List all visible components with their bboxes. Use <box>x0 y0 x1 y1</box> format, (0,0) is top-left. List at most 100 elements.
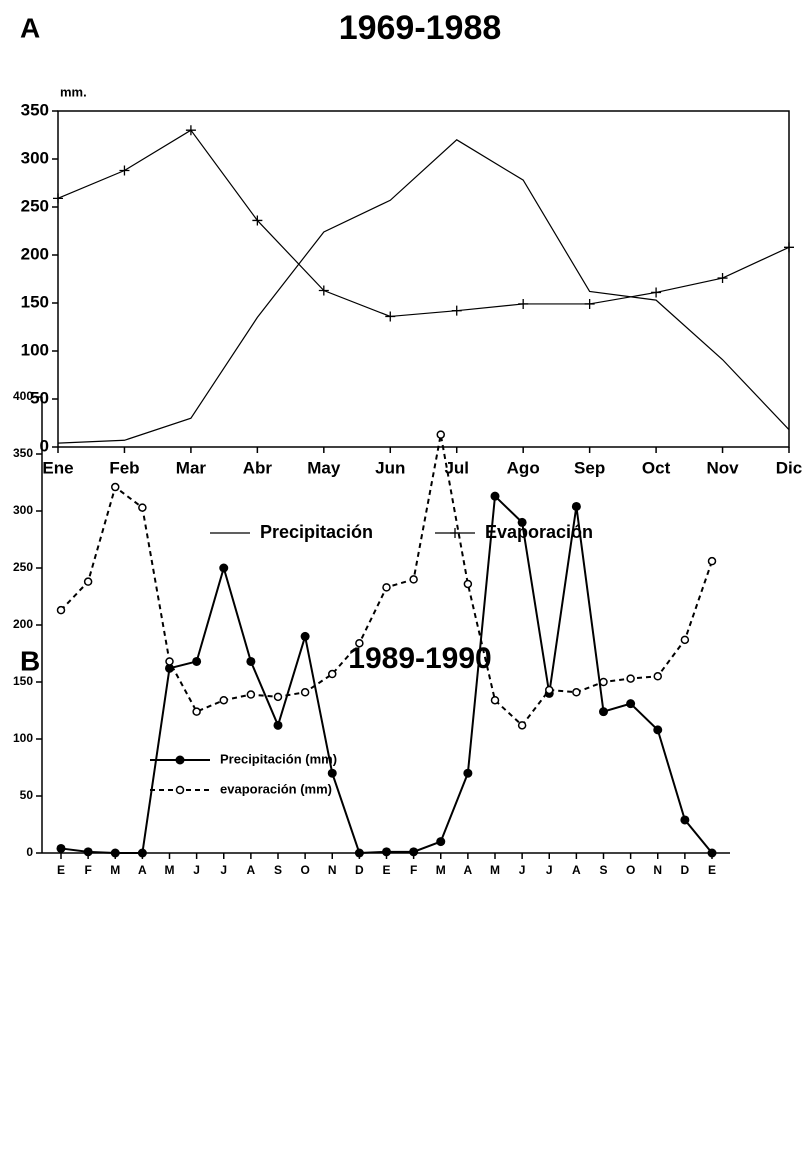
y-tick-label: 50 <box>20 788 34 802</box>
marker <box>517 517 527 527</box>
marker <box>707 556 717 566</box>
x-tick-label: M <box>165 863 175 877</box>
x-tick-label: Jul <box>444 458 469 477</box>
marker <box>56 605 66 615</box>
marker <box>626 699 636 709</box>
legend-label: Precipitación <box>260 522 373 542</box>
x-tick-label: Oct <box>642 458 671 477</box>
x-tick-label: Mar <box>176 458 207 477</box>
y-tick-label: 250 <box>13 560 33 574</box>
y-tick-label: 300 <box>21 148 49 167</box>
x-tick-label: F <box>84 863 91 877</box>
marker <box>175 755 185 765</box>
y-tick-label: 100 <box>13 731 33 745</box>
marker <box>599 677 608 687</box>
marker <box>653 725 663 735</box>
marker <box>111 482 120 492</box>
series-line <box>60 434 713 727</box>
marker <box>137 848 147 858</box>
x-tick-label: Sep <box>574 458 605 477</box>
x-tick-label: M <box>110 863 120 877</box>
marker <box>110 848 120 858</box>
marker <box>273 692 283 702</box>
marker <box>252 215 263 226</box>
y-tick-label: 0 <box>40 436 49 455</box>
x-tick-label: O <box>626 863 635 877</box>
legend-label: evaporación (mm) <box>220 781 332 796</box>
y-tick-label: 200 <box>21 244 49 263</box>
panel-letter: B <box>20 645 40 676</box>
x-tick-label: E <box>382 863 390 877</box>
x-tick-label: F <box>410 863 417 877</box>
marker <box>165 657 174 666</box>
y-axis-label: mm. <box>60 84 87 99</box>
x-tick-label: M <box>436 863 446 877</box>
marker <box>571 501 581 511</box>
x-tick-label: Abr <box>243 458 273 477</box>
x-tick-label: Nov <box>706 458 739 477</box>
marker <box>545 685 554 695</box>
marker <box>490 695 500 705</box>
marker <box>355 638 364 648</box>
x-tick-label: D <box>681 863 690 877</box>
x-tick-label: Dic <box>776 458 802 477</box>
x-tick-label: J <box>220 863 227 877</box>
marker <box>175 785 185 795</box>
x-tick-label: Ago <box>507 458 540 477</box>
x-tick-label: O <box>300 863 309 877</box>
x-tick-label: A <box>572 863 581 877</box>
marker <box>327 768 337 778</box>
x-tick-label: J <box>193 863 200 877</box>
marker <box>318 285 329 296</box>
marker <box>300 688 310 697</box>
marker <box>626 674 635 683</box>
y-tick-label: 400 <box>13 389 33 403</box>
marker <box>436 837 446 847</box>
marker <box>707 848 717 858</box>
x-tick-label: S <box>274 863 282 877</box>
x-tick-label: A <box>247 863 256 877</box>
x-tick-label: A <box>464 863 473 877</box>
series-line <box>57 129 790 318</box>
plot-frame <box>57 110 790 448</box>
marker <box>53 193 63 204</box>
marker <box>382 583 391 592</box>
y-tick-label: 0 <box>26 845 33 859</box>
marker <box>653 672 662 681</box>
x-tick-label: N <box>328 863 337 877</box>
marker <box>382 847 391 857</box>
marker <box>185 125 196 136</box>
marker <box>385 311 396 322</box>
x-tick-label: A <box>138 863 147 877</box>
marker <box>463 768 473 778</box>
marker <box>651 287 662 298</box>
x-tick-label: S <box>599 863 607 877</box>
marker <box>717 273 728 284</box>
panel-letter: A <box>20 12 40 43</box>
y-tick-label: 350 <box>21 100 49 119</box>
y-tick-label: 250 <box>21 196 49 215</box>
marker <box>572 688 581 697</box>
marker <box>328 669 337 679</box>
marker <box>450 528 460 538</box>
legend-label: Precipitación (mm) <box>220 751 337 766</box>
marker <box>680 635 690 645</box>
x-tick-label: Jun <box>375 458 405 477</box>
x-tick-label: E <box>708 863 716 877</box>
marker <box>354 848 364 858</box>
y-tick-label: 300 <box>13 503 33 517</box>
y-tick-label: 150 <box>21 292 49 311</box>
marker <box>192 656 202 666</box>
y-tick-label: 100 <box>21 340 49 359</box>
marker <box>518 298 529 309</box>
marker <box>300 631 310 641</box>
y-tick-label: 50 <box>30 388 49 407</box>
x-tick-label: N <box>653 863 662 877</box>
x-tick-label: J <box>519 863 526 877</box>
marker <box>409 575 418 584</box>
marker <box>119 165 130 176</box>
x-tick-label: J <box>546 863 553 877</box>
marker <box>463 579 473 589</box>
marker <box>490 491 500 501</box>
